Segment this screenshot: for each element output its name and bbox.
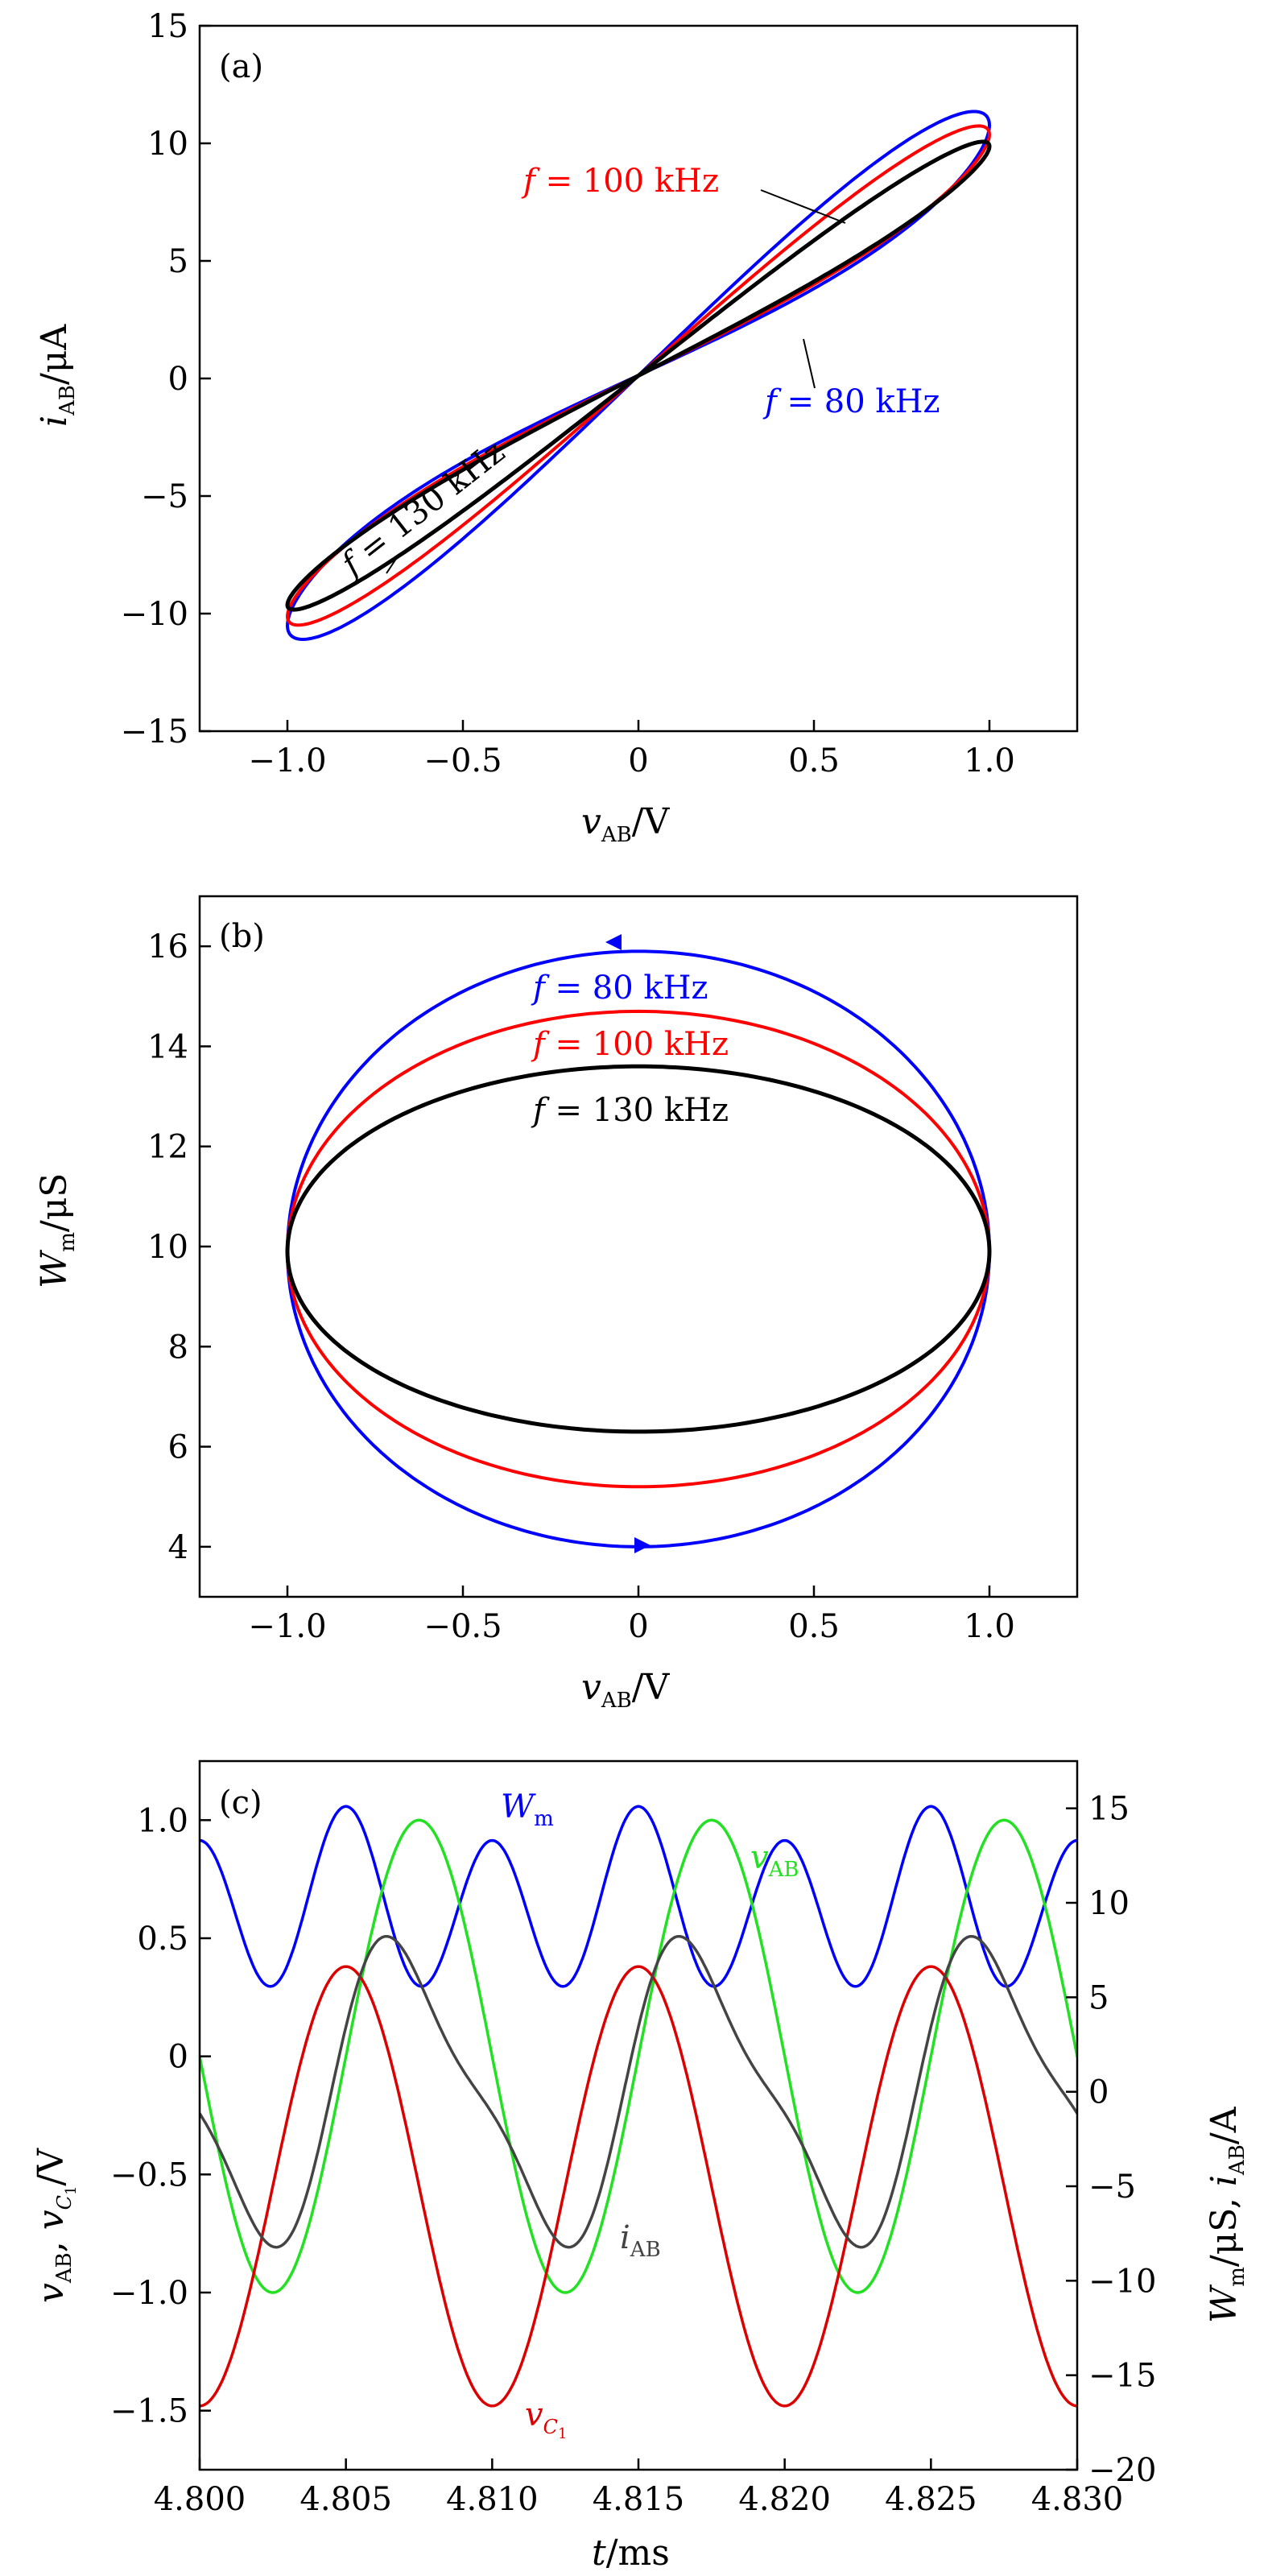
y-right-tick-label: −15 (1088, 2358, 1156, 2395)
x-tick-label: 0 (628, 1608, 648, 1645)
panel-b-ticks: −1.0 −0.5 0 0.5 1.0 4 6 8 10 12 14 16 (147, 928, 1015, 1645)
y-right-tick-label: −5 (1088, 2169, 1136, 2206)
series-v-c1 (200, 1965, 1077, 2408)
x-tick-label: −1.0 (248, 742, 326, 779)
x-tick-label: −1.0 (248, 1608, 326, 1645)
panel-a-tag: (a) (219, 48, 263, 85)
y-tick-label: −10 (121, 596, 188, 633)
y-tick-label: 15 (147, 8, 188, 45)
arrow-top-b (605, 934, 622, 950)
series-v-ab (200, 1818, 1077, 2294)
panel-c-ticks: 4.800 4.805 4.810 4.815 4.820 4.825 4.830 −1.5 −… (110, 1791, 1157, 2518)
panel-c: 4.800 4.805 4.810 4.815 4.820 4.825 4.830 −1.5 −… (31, 1759, 1249, 2574)
x-tick-label: 0.5 (788, 742, 840, 779)
x-tick-label: 0.5 (788, 1608, 840, 1645)
wm-loop-f-130-khz (285, 1064, 992, 1434)
y-tick-label: 16 (147, 928, 188, 965)
x-tick-label: 0 (628, 742, 648, 779)
panel-c-ylabel-left: vAB, vC1/V (31, 2148, 80, 2303)
leader-f130-a (386, 558, 397, 574)
panel-a-ticks: −1.0 −0.5 0 0.5 1.0 −15 −10 −5 0 5 10 15 (121, 8, 1015, 779)
y-tick-label: 0.5 (137, 1921, 188, 1958)
label-wm-c: Wm (501, 1788, 554, 1831)
label-f100-a: f = 100 kHz (521, 163, 719, 200)
x-tick-label: −0.5 (423, 1608, 502, 1645)
x-tick-label: 4.815 (593, 2481, 685, 2518)
y-tick-label: 14 (147, 1028, 188, 1065)
y-tick-label: 10 (147, 1229, 188, 1266)
panel-b-tag: (b) (219, 918, 265, 955)
y-tick-label: 12 (147, 1129, 188, 1166)
panel-a-curves (285, 110, 992, 641)
panel-b-curves (285, 949, 992, 1548)
x-tick-label: 4.810 (446, 2481, 539, 2518)
y-right-tick-label: 15 (1088, 1791, 1130, 1828)
label-f130-b: f = 130 kHz (531, 1092, 729, 1129)
panel-c-curves (200, 1805, 1077, 2408)
series-w-m (200, 1805, 1077, 1988)
x-tick-label: 1.0 (964, 742, 1015, 779)
y-tick-label: −1.0 (110, 2275, 188, 2312)
panel-c-frame (198, 1759, 1079, 2471)
y-tick-label: −15 (121, 713, 188, 750)
label-vc1-c: vC1 (525, 2396, 567, 2442)
label-f80-b: f = 80 kHz (531, 970, 708, 1007)
y-right-tick-label: −10 (1088, 2263, 1156, 2300)
y-tick-label: 5 (168, 243, 188, 280)
leader-f80-a (803, 338, 816, 389)
panel-a-xlabel: vAB/V (581, 801, 671, 847)
panel-a-frame (198, 24, 1079, 733)
panel-b: −1.0 −0.5 0 0.5 1.0 4 6 8 10 12 14 16 (b) f = 80 kH… (34, 895, 1079, 1713)
x-tick-label: 4.805 (299, 2481, 392, 2518)
x-tick-label: 4.800 (154, 2481, 246, 2518)
y-tick-label: 8 (168, 1329, 188, 1366)
loop-f-130-khz (285, 139, 992, 612)
panel-c-series (200, 1805, 1077, 2408)
y-right-tick-label: −20 (1088, 2452, 1156, 2489)
wm-loop-f-100-khz (286, 1009, 991, 1489)
arrow-bottom-b (634, 1537, 651, 1553)
panel-a: −1.0 −0.5 0 0.5 1.0 −15 −10 −5 0 5 10 15 (a) f = 10… (34, 8, 1079, 847)
panel-c-ylabel-right: Wm/μS, iAB/A (1204, 2106, 1249, 2323)
y-right-tick-label: 0 (1088, 2074, 1109, 2111)
y-tick-label: 0 (168, 361, 188, 398)
y-tick-label: −1.5 (110, 2393, 188, 2430)
y-tick-label: 6 (168, 1429, 188, 1466)
x-tick-label: 4.830 (1031, 2481, 1124, 2518)
x-tick-label: 1.0 (964, 1608, 1015, 1645)
x-tick-label: 4.820 (738, 2481, 831, 2518)
x-tick-label: 4.825 (885, 2481, 977, 2518)
panel-a-ylabel: iAB/μA (34, 324, 80, 427)
panel-c-xlabel: t/ms (592, 2533, 670, 2574)
series-i-ab (200, 1934, 1077, 2249)
y-tick-label: 10 (147, 126, 188, 163)
y-tick-label: 0 (168, 2039, 188, 2076)
y-tick-label: 1.0 (137, 1802, 188, 1839)
y-tick-label: 4 (168, 1529, 188, 1566)
y-tick-label: −5 (141, 478, 188, 515)
y-right-tick-label: 5 (1088, 1979, 1109, 2016)
label-iab-c: iAB (620, 2219, 661, 2262)
x-tick-label: −0.5 (423, 742, 502, 779)
y-tick-label: −0.5 (110, 2156, 188, 2194)
panel-b-ylabel: Wm/μS (34, 1173, 80, 1288)
panel-b-xlabel: vAB/V (581, 1667, 671, 1713)
y-right-tick-label: 10 (1088, 1885, 1130, 1922)
label-f80-a: f = 80 kHz (762, 383, 940, 420)
label-f100-b: f = 100 kHz (531, 1026, 729, 1063)
leader-f100-a (760, 189, 846, 224)
panel-c-tag: (c) (219, 1784, 262, 1821)
